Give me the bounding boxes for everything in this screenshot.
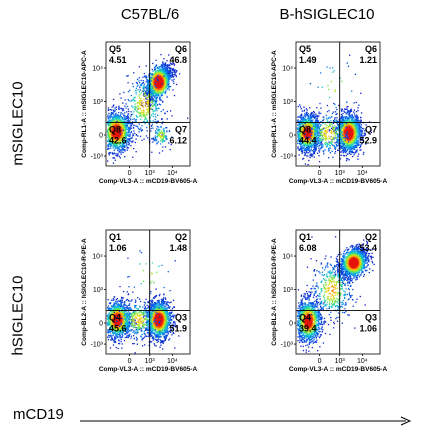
x-tick-label: 10³ bbox=[145, 358, 156, 365]
y-tick-label: 0 bbox=[99, 133, 103, 140]
plot-frame bbox=[295, 41, 381, 167]
density-dots bbox=[296, 54, 372, 166]
density-dots bbox=[106, 53, 189, 164]
x-tick-label: 0 bbox=[318, 170, 322, 177]
x-axis-label: Comp-VL3-A :: mCD19-BV605-A bbox=[289, 366, 388, 373]
x-tick-label: 10⁴ bbox=[167, 170, 178, 177]
x-tick-label: 10³ bbox=[335, 358, 346, 365]
y-tick-label: 0 bbox=[289, 321, 293, 328]
quadrant-name: Q7 bbox=[365, 125, 377, 135]
y-tick-label: 10³ bbox=[283, 99, 294, 106]
quadrant-name: Q6 bbox=[175, 44, 187, 54]
quadrant-name: Q3 bbox=[365, 313, 377, 323]
density-dots bbox=[106, 250, 187, 354]
quadrant-value: 46.8 bbox=[169, 55, 187, 65]
x-tick-label: 0 bbox=[128, 170, 132, 177]
quadrant-value: 44.4 bbox=[299, 136, 317, 146]
quadrant-value: 42.6 bbox=[109, 136, 127, 146]
y-tick-label: 10⁴ bbox=[92, 254, 103, 261]
quadrant-name: Q3 bbox=[175, 313, 187, 323]
y-tick-label: -10³ bbox=[91, 342, 104, 349]
quadrant-value: 6.12 bbox=[169, 136, 187, 146]
y-tick-label: -10³ bbox=[281, 342, 294, 349]
x-arrow-label: mCD19 bbox=[13, 406, 64, 423]
quadrant-value: 39.4 bbox=[299, 324, 317, 334]
x-tick-label: 0 bbox=[318, 358, 322, 365]
x-tick-label: 0 bbox=[128, 358, 132, 365]
quadrant-name: Q8 bbox=[299, 125, 311, 135]
quadrant-value: 1.49 bbox=[299, 55, 317, 65]
y-tick-label: 10³ bbox=[93, 287, 104, 294]
quadrant-name: Q7 bbox=[175, 125, 187, 135]
column-title-c57bl6: C57BL/6 bbox=[120, 6, 180, 23]
quadrant-name: Q2 bbox=[365, 232, 377, 242]
quadrant-value: 51.9 bbox=[169, 324, 187, 334]
quadrant-name: Q8 bbox=[109, 125, 121, 135]
x-axis-label: Comp-VL3-A :: mCD19-BV605-A bbox=[99, 366, 198, 373]
y-axis-label: Comp-RL1-A :: mSIGLEC10-APC-A bbox=[271, 50, 278, 158]
quadrant-value: 1.06 bbox=[109, 243, 127, 253]
quadrant-name: Q1 bbox=[299, 232, 311, 242]
quadrant-name: Q5 bbox=[109, 44, 121, 54]
x-tick-label: 10⁴ bbox=[167, 358, 178, 365]
row-title-hsiglec10: hSIGLEC10 bbox=[9, 275, 27, 356]
quadrant-value: 52.9 bbox=[359, 136, 377, 146]
y-axis-label: Comp-BL2-A :: hSIGLEC10-R-PE-A bbox=[271, 238, 278, 346]
plot-frame bbox=[295, 229, 381, 355]
quadrant-name: Q1 bbox=[109, 232, 121, 242]
y-tick-label: -10³ bbox=[91, 154, 104, 161]
quadrant-value: 45.6 bbox=[109, 324, 127, 334]
quadrant-value: 1.06 bbox=[359, 324, 377, 334]
quadrant-name: Q2 bbox=[175, 232, 187, 242]
y-tick-label: 10⁴ bbox=[282, 66, 293, 73]
y-tick-label: -10³ bbox=[281, 154, 294, 161]
quadrant-value: 6.08 bbox=[299, 243, 317, 253]
x-tick-label: 10⁴ bbox=[357, 170, 368, 177]
quadrant-value: 1.48 bbox=[169, 243, 187, 253]
quadrant-value: 4.51 bbox=[109, 55, 127, 65]
quadrant-value: 1.21 bbox=[359, 55, 377, 65]
y-tick-label: 10³ bbox=[93, 99, 104, 106]
density-dots bbox=[296, 236, 375, 353]
quadrant-name: Q5 bbox=[299, 44, 311, 54]
x-axis-label: Comp-VL3-A :: mCD19-BV605-A bbox=[99, 178, 198, 185]
x-tick-label: 10³ bbox=[145, 170, 156, 177]
plot-frame bbox=[105, 229, 191, 355]
quadrant-value: 53.4 bbox=[359, 243, 377, 253]
y-tick-label: 10⁴ bbox=[282, 254, 293, 261]
quadrant-name: Q4 bbox=[299, 313, 311, 323]
y-tick-label: 10⁴ bbox=[92, 66, 103, 73]
y-tick-label: 0 bbox=[99, 321, 103, 328]
y-tick-label: 0 bbox=[289, 133, 293, 140]
quadrant-name: Q4 bbox=[109, 313, 121, 323]
column-title-b-hsiglec10: B-hSIGLEC10 bbox=[279, 6, 375, 23]
row-title-msiglec10: mSIGLEC10 bbox=[9, 81, 27, 166]
x-tick-label: 10³ bbox=[335, 170, 346, 177]
y-axis-label: Comp-BL2-A :: hSIGLEC10-R-PE-A bbox=[81, 238, 88, 346]
y-tick-label: 10³ bbox=[283, 287, 294, 294]
x-arrow-icon bbox=[80, 416, 412, 426]
quadrant-name: Q6 bbox=[365, 44, 377, 54]
plot-frame bbox=[105, 41, 191, 167]
y-axis-label: Comp-RL1-A :: mSIGLEC10-APC-A bbox=[81, 50, 88, 158]
x-tick-label: 10⁴ bbox=[357, 358, 368, 365]
x-axis-label: Comp-VL3-A :: mCD19-BV605-A bbox=[289, 178, 388, 185]
